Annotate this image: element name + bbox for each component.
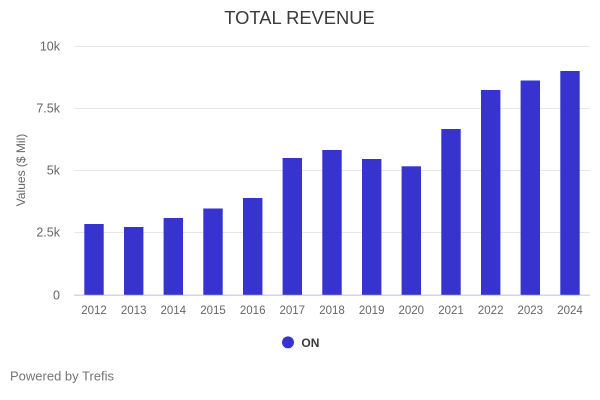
svg-text:2024: 2024 <box>557 305 583 317</box>
svg-text:Powered by Trefis: Powered by Trefis <box>10 368 115 383</box>
svg-text:2013: 2013 <box>121 305 147 317</box>
svg-text:TOTAL REVENUE: TOTAL REVENUE <box>224 7 375 28</box>
svg-text:5k: 5k <box>47 164 61 178</box>
svg-text:2017: 2017 <box>280 305 306 317</box>
svg-text:2018: 2018 <box>319 305 345 317</box>
svg-text:2.5k: 2.5k <box>36 226 60 240</box>
svg-text:2016: 2016 <box>240 305 266 317</box>
svg-text:2021: 2021 <box>438 305 464 317</box>
svg-text:2020: 2020 <box>399 305 425 317</box>
svg-text:Values ($ Mil): Values ($ Mil) <box>14 134 28 206</box>
svg-text:ON: ON <box>301 336 319 350</box>
svg-text:0: 0 <box>53 289 60 303</box>
svg-text:2022: 2022 <box>478 305 504 317</box>
svg-text:7.5k: 7.5k <box>36 102 60 116</box>
svg-text:2015: 2015 <box>200 305 226 317</box>
svg-text:10k: 10k <box>40 40 61 54</box>
svg-text:2023: 2023 <box>518 305 544 317</box>
svg-text:2019: 2019 <box>359 305 385 317</box>
svg-text:2014: 2014 <box>161 305 187 317</box>
svg-text:2012: 2012 <box>81 305 107 317</box>
